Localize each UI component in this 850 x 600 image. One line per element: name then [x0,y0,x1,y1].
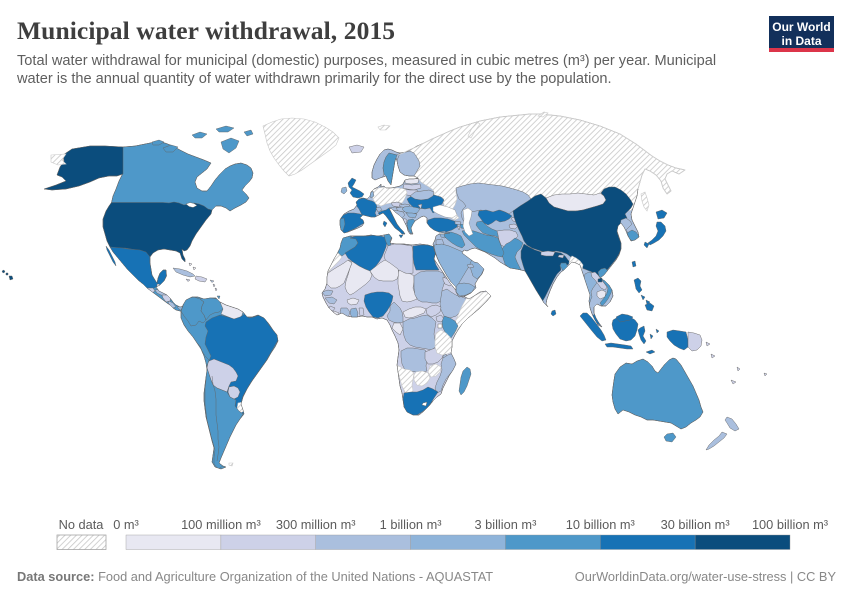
svg-text:100 billion m³: 100 billion m³ [752,517,829,532]
svg-text:300 million m³: 300 million m³ [276,517,356,532]
svg-text:No data: No data [59,517,105,532]
svg-text:3 billion m³: 3 billion m³ [474,517,537,532]
svg-text:10 billion m³: 10 billion m³ [566,517,636,532]
svg-text:1 billion m³: 1 billion m³ [380,517,443,532]
svg-text:30 billion m³: 30 billion m³ [661,517,731,532]
svg-text:0 m³: 0 m³ [113,517,139,532]
svg-text:100 million m³: 100 million m³ [181,517,261,532]
